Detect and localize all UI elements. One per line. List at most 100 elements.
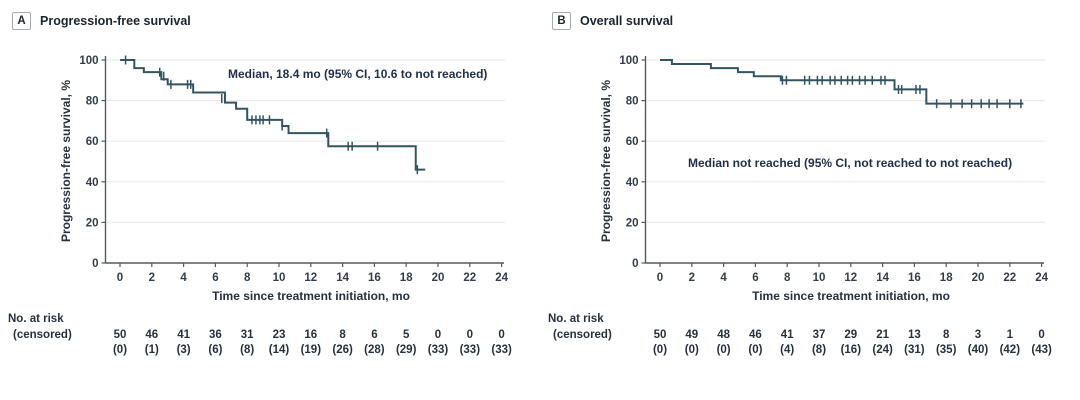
svg-text:12: 12	[844, 272, 857, 284]
at-risk-count: 46	[145, 329, 159, 341]
panel-letter-badge: A	[12, 12, 31, 30]
censored-count: (33)	[491, 344, 512, 356]
censored-count: (35)	[935, 344, 957, 356]
svg-text:24: 24	[495, 272, 508, 284]
svg-text:12: 12	[304, 272, 317, 284]
censored-count: (6)	[208, 344, 223, 356]
at-risk-count: 29	[844, 329, 858, 341]
x-axis-label: Time since treatment initiation, mo	[212, 289, 410, 303]
at-risk-count: 8	[942, 329, 950, 341]
censored-count: (3)	[176, 344, 191, 356]
svg-text:24: 24	[1035, 272, 1048, 284]
panel-header: B Overall survival	[552, 12, 673, 30]
panel-title: Overall survival	[580, 14, 674, 28]
censored-count: (42)	[999, 344, 1021, 356]
svg-text:8: 8	[784, 272, 791, 284]
censored-count: (0)	[652, 344, 668, 356]
at-risk-count: 48	[717, 329, 730, 341]
censored-count: (33)	[427, 344, 449, 356]
svg-text:20: 20	[972, 272, 985, 284]
censored-count: (29)	[395, 344, 417, 356]
svg-text:80: 80	[86, 96, 99, 108]
svg-text:40: 40	[86, 177, 99, 189]
svg-text:10: 10	[813, 272, 826, 284]
censored-count: (28)	[364, 344, 385, 356]
no-at-risk-label: No. at risk	[548, 313, 604, 325]
svg-text:40: 40	[626, 177, 639, 189]
at-risk-count: 23	[272, 329, 286, 341]
svg-text:2: 2	[689, 272, 695, 284]
svg-text:16: 16	[368, 272, 381, 284]
x-axis-label: Time since treatment initiation, mo	[752, 289, 950, 303]
at-risk-count: 1	[1006, 329, 1013, 341]
panel-letter-badge: B	[552, 12, 571, 30]
svg-text:4: 4	[180, 272, 187, 284]
svg-text:6: 6	[212, 272, 218, 284]
panel-title: Progression-free survival	[40, 14, 191, 28]
censored-count: (19)	[300, 344, 322, 356]
censored-count: (33)	[459, 344, 481, 356]
svg-text:0: 0	[657, 272, 663, 284]
at-risk-count: 0	[466, 329, 473, 341]
svg-text:20: 20	[432, 272, 445, 284]
at-risk-count: 37	[812, 329, 826, 341]
svg-text:10: 10	[273, 272, 286, 284]
at-risk-count: 46	[748, 329, 762, 341]
censored-count: (0)	[684, 344, 699, 356]
censored-count: (0)	[716, 344, 731, 356]
censored-count: (31)	[904, 344, 925, 356]
svg-text:2: 2	[149, 272, 155, 284]
svg-text:16: 16	[908, 272, 921, 284]
censored-count: (0)	[748, 344, 763, 356]
at-risk-count: 41	[780, 329, 794, 341]
panel-overall-survival: B Overall survival Progression-free surv…	[540, 0, 1080, 400]
censored-count: (8)	[240, 344, 255, 356]
svg-text:100: 100	[619, 55, 638, 67]
at-risk-count: 0	[1038, 329, 1045, 341]
at-risk-count: 16	[304, 329, 318, 341]
svg-text:80: 80	[626, 96, 639, 108]
at-risk-count: 0	[498, 329, 505, 341]
at-risk-count: 0	[434, 329, 442, 341]
svg-text:20: 20	[626, 217, 639, 229]
svg-text:18: 18	[940, 272, 953, 284]
censored-count: (26)	[332, 344, 353, 356]
svg-text:22: 22	[463, 272, 476, 284]
at-risk-count: 36	[208, 329, 222, 341]
svg-text:8: 8	[244, 272, 251, 284]
censored-count: (8)	[811, 344, 827, 356]
censored-count: (14)	[268, 344, 290, 356]
panel-progression-free-survival: A Progression-free survival Progression-…	[8, 12, 512, 356]
svg-text:20: 20	[86, 217, 99, 229]
at-risk-count: 49	[685, 329, 699, 341]
median-annotation: Median not reached (95% CI, not reached …	[688, 156, 1013, 170]
svg-text:0: 0	[632, 258, 638, 270]
at-risk-count: 50	[653, 329, 667, 341]
at-risk-count: 31	[240, 329, 254, 341]
at-risk-count: 8	[339, 329, 346, 341]
at-risk-count: 6	[371, 329, 378, 341]
svg-text:60: 60	[626, 136, 639, 148]
censored-count: (24)	[872, 344, 893, 356]
svg-text:6: 6	[752, 272, 758, 284]
panel-header: A Progression-free survival	[12, 12, 191, 30]
censored-label: (censored)	[13, 329, 72, 341]
svg-text:14: 14	[336, 272, 349, 284]
svg-text:0: 0	[92, 258, 98, 270]
at-risk-count: 41	[177, 329, 190, 341]
svg-text:18: 18	[400, 272, 413, 284]
censored-count: (40)	[967, 344, 989, 356]
censored-count: (43)	[1031, 344, 1052, 356]
censored-count: (16)	[840, 344, 862, 356]
censored-count: (1)	[144, 344, 159, 356]
svg-text:4: 4	[720, 272, 727, 284]
no-at-risk-label: No. at risk	[8, 313, 64, 325]
at-risk-count: 50	[113, 329, 127, 341]
at-risk-count: 13	[907, 329, 921, 341]
censored-count: (0)	[112, 344, 128, 356]
at-risk-count: 5	[402, 329, 410, 341]
censored-label: (censored)	[553, 329, 612, 341]
